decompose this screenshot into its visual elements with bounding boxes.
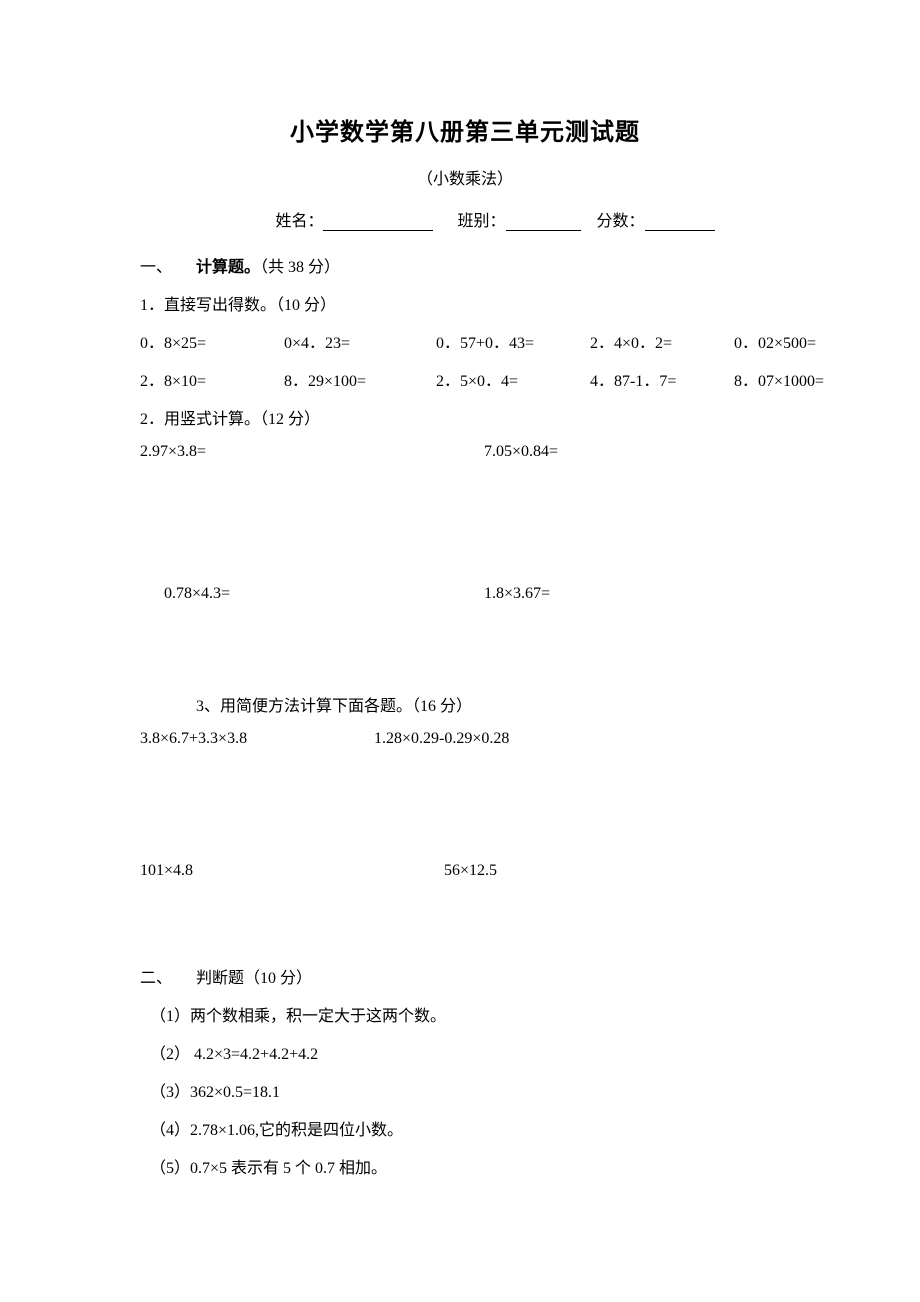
section-2-num: 二、 (140, 964, 196, 988)
item-1-2-label: 2．用竖式计算。（12 分） (140, 405, 790, 429)
problem-cell: 0×4．23= (284, 329, 432, 353)
page-title: 小学数学第八册第三单元测试题 (140, 112, 790, 147)
judge-q5: （5）0.7×5 表示有 5 个 0.7 相加。 (140, 1154, 790, 1178)
problem-cell: 4．87-1．7= (590, 367, 730, 391)
judge-q1: （1）两个数相乘，积一定大于这两个数。 (140, 1002, 790, 1026)
section-2-title: 判断题（10 分） (196, 970, 312, 987)
vertical-calc-pair-2: 0.78×4.3= 1.8×3.67= (140, 585, 790, 603)
work-space (140, 475, 790, 585)
work-space (140, 617, 790, 692)
page-subtitle: （小数乘法） (140, 165, 790, 189)
problem-cell: 0．57+0．43= (436, 329, 586, 353)
mental-math-row-2: 2．8×10= 8．29×100= 2．5×0．4= 4．87-1．7= 8．0… (140, 367, 790, 391)
section-1-header: 一、计算题。（共 38 分） (140, 253, 790, 277)
problem-cell: 8．07×1000= (734, 367, 874, 391)
name-label: 姓名： (275, 213, 323, 230)
student-info-line: 姓名： 班别： 分数： (140, 207, 790, 231)
vertical-calc-pair-1: 2.97×3.8= 7.05×0.84= (140, 443, 790, 461)
problem-left: 3.8×6.7+3.3×3.8 (140, 730, 370, 748)
simple-calc-pair-1: 3.8×6.7+3.3×3.8 1.28×0.29-0.29×0.28 (140, 730, 790, 748)
problem-cell: 8．29×100= (284, 367, 432, 391)
work-space (140, 762, 790, 862)
section-1-num: 一、 (140, 253, 196, 277)
item-1-1-label: 1．直接写出得数。（10 分） (140, 291, 790, 315)
work-space (140, 894, 790, 964)
problem-cell: 2．5×0．4= (436, 367, 586, 391)
problem-right: 56×12.5 (444, 862, 497, 880)
problem-right: 1.8×3.67= (484, 585, 550, 603)
score-blank[interactable] (645, 230, 715, 231)
judge-q4: （4）2.78×1.06,它的积是四位小数。 (140, 1116, 790, 1140)
mental-math-row-1: 0．8×25= 0×4．23= 0．57+0．43= 2．4×0．2= 0．02… (140, 329, 790, 353)
simple-calc-pair-2: 101×4.8 56×12.5 (140, 862, 790, 880)
class-blank[interactable] (506, 230, 581, 231)
section-2-header: 二、判断题（10 分） (140, 964, 790, 988)
problem-cell: 2．4×0．2= (590, 329, 730, 353)
judge-q3: （3）362×0.5=18.1 (140, 1078, 790, 1102)
section-1-points: （共 38 分） (260, 259, 340, 276)
problem-left: 0.78×4.3= (164, 585, 480, 603)
name-blank[interactable] (323, 230, 433, 231)
exam-page: 小学数学第八册第三单元测试题 （小数乘法） 姓名： 班别： 分数： 一、计算题。… (0, 0, 920, 1272)
problem-cell: 2．8×10= (140, 367, 280, 391)
problem-right: 1.28×0.29-0.29×0.28 (374, 730, 509, 748)
problem-left: 101×4.8 (140, 862, 440, 880)
problem-right: 7.05×0.84= (484, 443, 558, 461)
section-1-title: 计算题。 (196, 259, 260, 276)
item-1-3-label: 3、用简便方法计算下面各题。（16 分） (140, 692, 790, 716)
class-label: 班别： (457, 213, 505, 230)
problem-cell: 0．8×25= (140, 329, 280, 353)
judge-q2: （2） 4.2×3=4.2+4.2+4.2 (140, 1040, 790, 1064)
problem-cell: 0．02×500= (734, 329, 874, 353)
score-label: 分数： (597, 213, 645, 230)
problem-left: 2.97×3.8= (140, 443, 480, 461)
